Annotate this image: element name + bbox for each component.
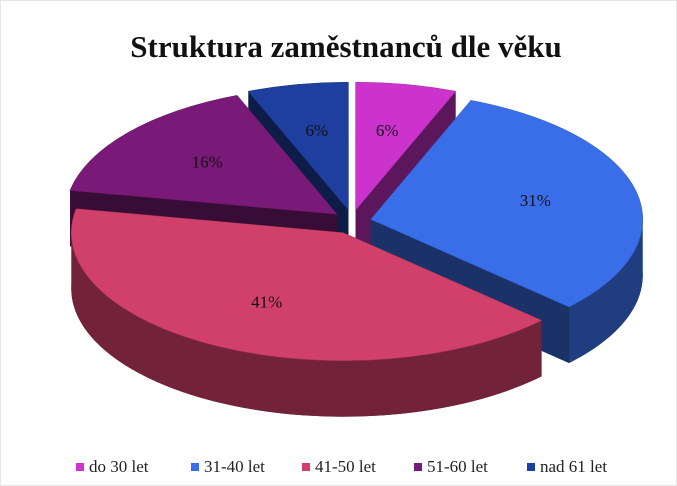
- chart-title: Struktura zaměstnanců dle věku: [130, 29, 561, 64]
- legend-swatch: [414, 463, 422, 471]
- data-label: 6%: [305, 121, 328, 140]
- data-label: 41%: [251, 292, 282, 311]
- slice: [355, 81, 457, 211]
- data-label: 6%: [376, 121, 399, 140]
- slice: [370, 100, 643, 308]
- legend-swatch: [76, 463, 84, 471]
- slice: [69, 95, 338, 215]
- data-label: 16%: [192, 153, 223, 172]
- legend-label: nad 61 let: [540, 457, 607, 476]
- slice: [71, 208, 543, 361]
- slice-rim: [71, 232, 542, 417]
- legend-swatch: [527, 463, 535, 471]
- pie: 6% 31% 41% 16% 6%: [69, 81, 643, 417]
- legend-label: 51-60 let: [427, 457, 488, 476]
- slice: [247, 81, 349, 211]
- legend-label: 41-50 let: [315, 457, 376, 476]
- data-label: 31%: [520, 191, 551, 210]
- legend-label: 31-40 let: [204, 457, 265, 476]
- legend-swatch: [191, 463, 199, 471]
- legend-swatch: [302, 463, 310, 471]
- legend: do 30 let 31-40 let 41-50 let 51-60 let nad …: [76, 457, 607, 476]
- slice-rim: [569, 219, 643, 364]
- legend-label: do 30 let: [89, 457, 149, 476]
